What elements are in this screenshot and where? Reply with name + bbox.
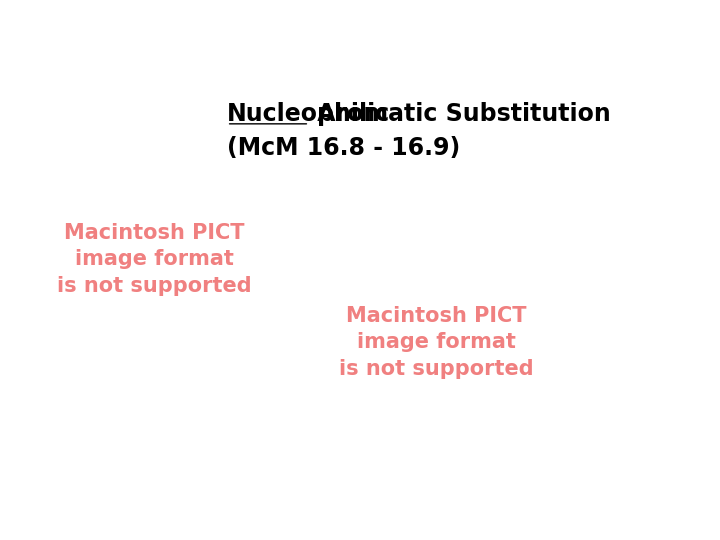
Text: (McM 16.8 - 16.9): (McM 16.8 - 16.9) xyxy=(227,136,460,160)
Text: Nucleophilic: Nucleophilic xyxy=(227,102,390,126)
Text: Macintosh PICT
image format
is not supported: Macintosh PICT image format is not suppo… xyxy=(57,223,251,295)
Text: Macintosh PICT
image format
is not supported: Macintosh PICT image format is not suppo… xyxy=(338,306,534,379)
Text: Aromatic Substitution: Aromatic Substitution xyxy=(310,102,611,126)
